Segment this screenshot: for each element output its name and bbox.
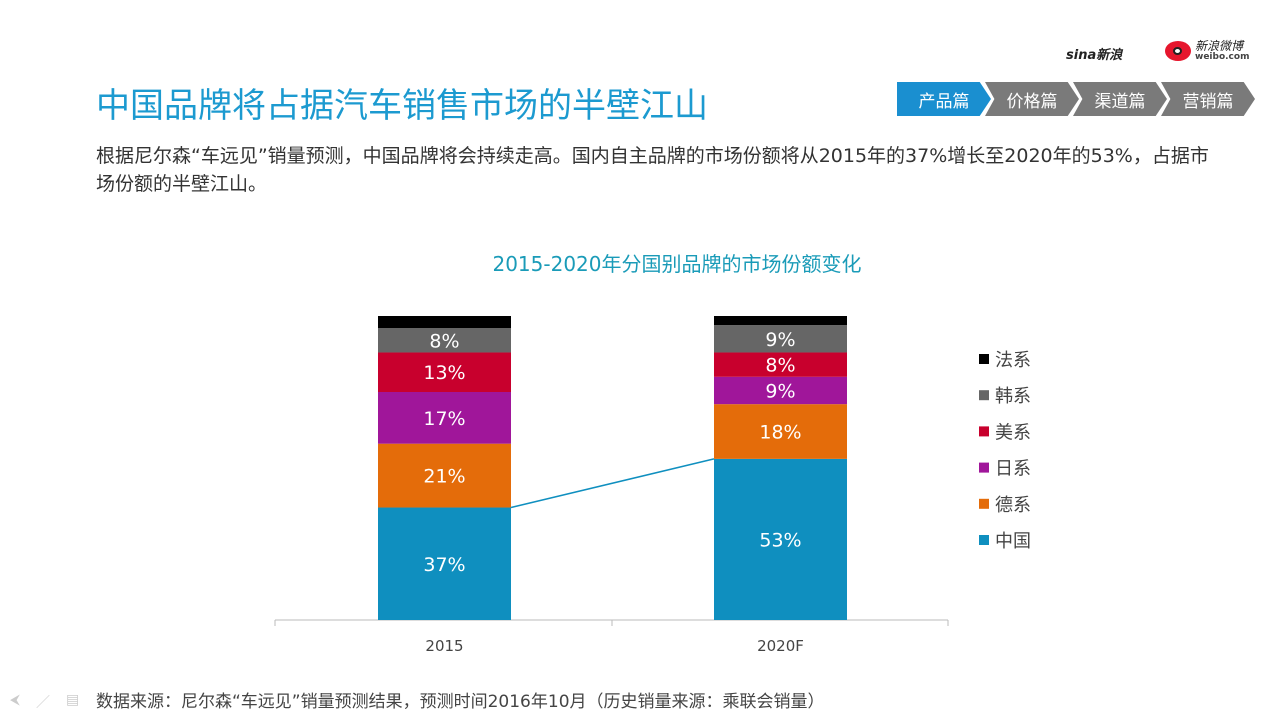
data-label: 9%	[765, 329, 795, 351]
legend-label: 德系	[995, 495, 1031, 516]
legend-label: 美系	[995, 422, 1031, 443]
data-label: 21%	[423, 466, 465, 488]
weibo-logo-cn: 新浪微博	[1195, 39, 1244, 53]
data-label: 37%	[423, 554, 465, 576]
chart-title: 2015-2020年分国别品牌的市场份额变化	[492, 252, 862, 276]
data-label: 53%	[759, 529, 801, 551]
tab-product[interactable]: 产品篇	[897, 82, 991, 116]
sina-logo: sina新浪	[1066, 48, 1123, 63]
bar-segment-法系-2015	[378, 316, 511, 329]
bar-segment-韩系-2015	[378, 328, 511, 353]
pen-icon[interactable]: ／	[35, 695, 50, 711]
data-label: 17%	[423, 408, 465, 430]
bar-segment-德系-2015	[378, 443, 511, 508]
intro-text: 根据尼尔森“车远见”销量预测，中国品牌将会持续走高。国内自主品牌的市场份额将从2…	[96, 145, 1209, 195]
data-label: 13%	[423, 362, 465, 384]
tab-marketing[interactable]: 营销篇	[1161, 82, 1255, 116]
legend-swatch	[979, 390, 989, 401]
connector-line	[510, 458, 715, 509]
bar-segment-中国-2020F	[714, 458, 847, 620]
bar-segment-美系-2015	[378, 352, 511, 392]
legend-swatch	[979, 498, 989, 509]
legend-label: 韩系	[995, 386, 1031, 407]
legend-swatch	[979, 354, 989, 364]
bar-segment-中国-2015	[378, 507, 511, 620]
x-tick-label: 2020F	[757, 637, 804, 655]
slide-toolbar: ⮜ ／ ▤	[10, 692, 79, 712]
section-nav: 产品篇 价格篇 渠道篇 营销篇	[897, 82, 1255, 116]
legend-label: 中国	[995, 531, 1031, 552]
weibo-eye-icon	[1165, 41, 1191, 61]
data-label: 8%	[429, 330, 459, 352]
bar-segment-日系-2015	[378, 392, 511, 444]
legend-label: 法系	[995, 350, 1031, 371]
tab-channel[interactable]: 渠道篇	[1073, 82, 1167, 116]
data-label: 8%	[765, 355, 795, 377]
data-label: 9%	[765, 380, 795, 402]
source-note: 数据来源：尼尔森“车远见”销量预测结果，预测时间2016年10月（历史销量来源：…	[96, 692, 825, 712]
bar-segment-美系-2020F	[714, 352, 847, 377]
weibo-logo: 新浪微博 weibo.com	[1165, 40, 1249, 62]
menu-icon[interactable]: ▤	[65, 692, 80, 708]
bar-segment-韩系-2020F	[714, 325, 847, 353]
weibo-logo-url: weibo.com	[1195, 52, 1250, 62]
bar-segment-德系-2020F	[714, 404, 847, 459]
tab-price[interactable]: 价格篇	[985, 82, 1079, 116]
bar-segment-日系-2020F	[714, 376, 847, 405]
x-tick-label: 2015	[425, 637, 463, 655]
page-title: 中国品牌将占据汽车销售市场的半壁江山	[96, 86, 708, 126]
legend-label: 日系	[995, 459, 1031, 480]
bar-segment-法系-2020F	[714, 316, 847, 326]
data-label: 18%	[759, 422, 801, 444]
legend-swatch	[979, 426, 989, 437]
legend-swatch	[979, 535, 989, 545]
legend-swatch	[979, 462, 989, 473]
back-icon[interactable]: ⮜	[10, 692, 20, 708]
